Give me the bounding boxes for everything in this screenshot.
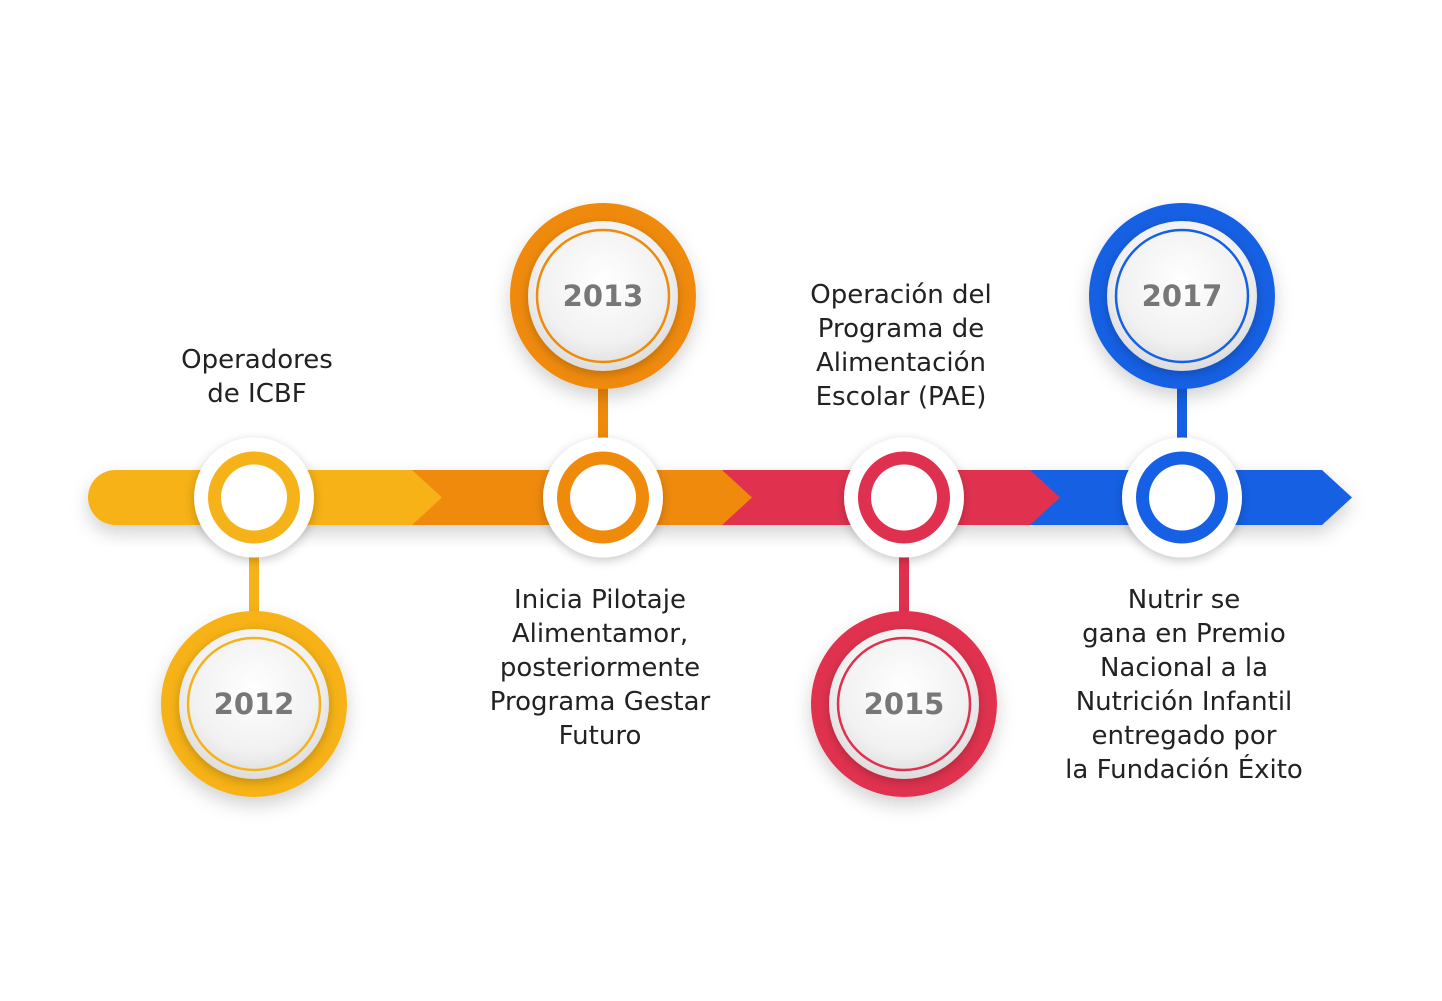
connector-2012 xyxy=(249,552,259,615)
timeline-nodes xyxy=(194,437,1242,558)
year-badge-2017: 2017 xyxy=(1089,203,1275,389)
milestone-text-2012: Operadores de ICBF xyxy=(181,345,333,409)
connector-2015 xyxy=(899,552,909,615)
connector-2013 xyxy=(598,385,608,443)
milestone-text-2013: Inicia Pilotaje Alimentamor, posteriorme… xyxy=(489,585,711,751)
year-badge-2013: 2013 xyxy=(510,203,696,389)
timeline-node-2012 xyxy=(194,437,314,558)
year-label-2017: 2017 xyxy=(1142,279,1223,313)
year-label-2012: 2012 xyxy=(214,687,295,721)
milestone-text-2017: Nutrir se gana en Premio Nacional a la N… xyxy=(1065,585,1303,785)
timeline-node-2013 xyxy=(543,437,663,558)
timeline-connectors xyxy=(249,385,1187,615)
timeline-node-2015 xyxy=(844,437,964,558)
milestone-text-2015: Operación del Programa de Alimentación E… xyxy=(810,280,992,412)
year-badge-2012: 2012 xyxy=(161,611,347,797)
connector-2017 xyxy=(1177,385,1187,443)
timeline-node-2017 xyxy=(1122,437,1242,558)
year-label-2015: 2015 xyxy=(864,687,945,721)
year-badge-2015: 2015 xyxy=(811,611,997,797)
year-badges: 2012 2013 2015 2017 xyxy=(161,203,1275,797)
year-label-2013: 2013 xyxy=(563,279,644,313)
